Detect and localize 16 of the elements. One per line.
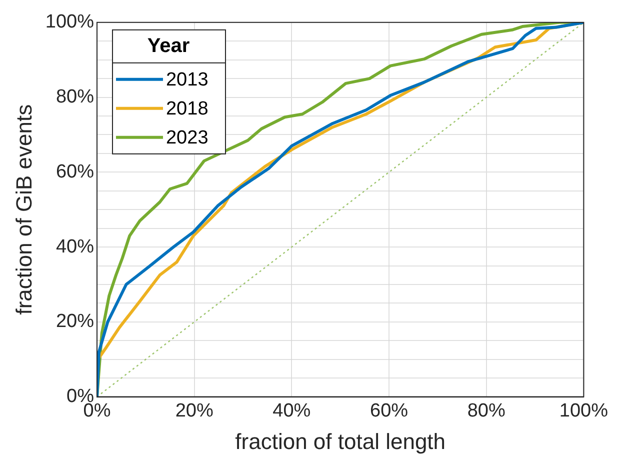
y-tick-label: 40%	[56, 236, 94, 258]
legend-label: 2023	[166, 128, 208, 149]
y-tick-label: 80%	[56, 86, 94, 108]
x-axis-title: fraction of total length	[235, 428, 446, 454]
y-tick-label: 100%	[45, 12, 94, 33]
legend-title: Year	[147, 34, 190, 57]
x-tick-label: 80%	[467, 400, 506, 422]
y-tick-label: 60%	[56, 161, 94, 182]
legend-label: 2013	[166, 70, 208, 91]
legend-label: 2018	[166, 98, 208, 120]
y-tick-label: 20%	[56, 311, 94, 332]
x-tick-label: 20%	[175, 400, 214, 422]
y-axis-title: fraction of GiB events	[11, 104, 36, 315]
x-tick-label: 60%	[370, 400, 408, 422]
x-tick-label: 40%	[272, 400, 311, 422]
x-tick-label: 100%	[559, 400, 608, 422]
